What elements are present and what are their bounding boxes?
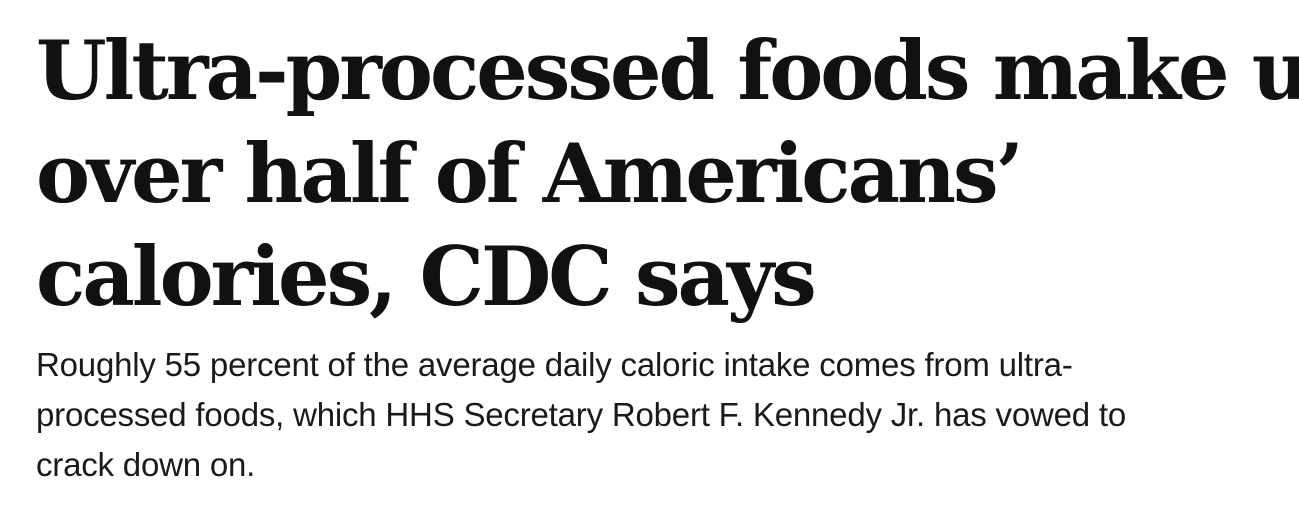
headline-line: Ultra-processed foods make up: [36, 24, 1299, 119]
subheadline-line: Roughly 55 percent of the average daily …: [36, 346, 1073, 383]
subheadline: Roughly 55 percent of the average daily …: [36, 340, 1291, 490]
headline-line: over half of Americans’: [36, 127, 1024, 222]
headline: Ultra-processed foods make up over half …: [36, 20, 1299, 329]
headline-line: calories, CDC says: [36, 230, 817, 325]
article-header: Ultra-processed foods make up over half …: [36, 20, 1299, 490]
subheadline-line: processed foods, which HHS Secretary Rob…: [36, 396, 1127, 433]
subheadline-line: crack down on.: [36, 446, 256, 483]
